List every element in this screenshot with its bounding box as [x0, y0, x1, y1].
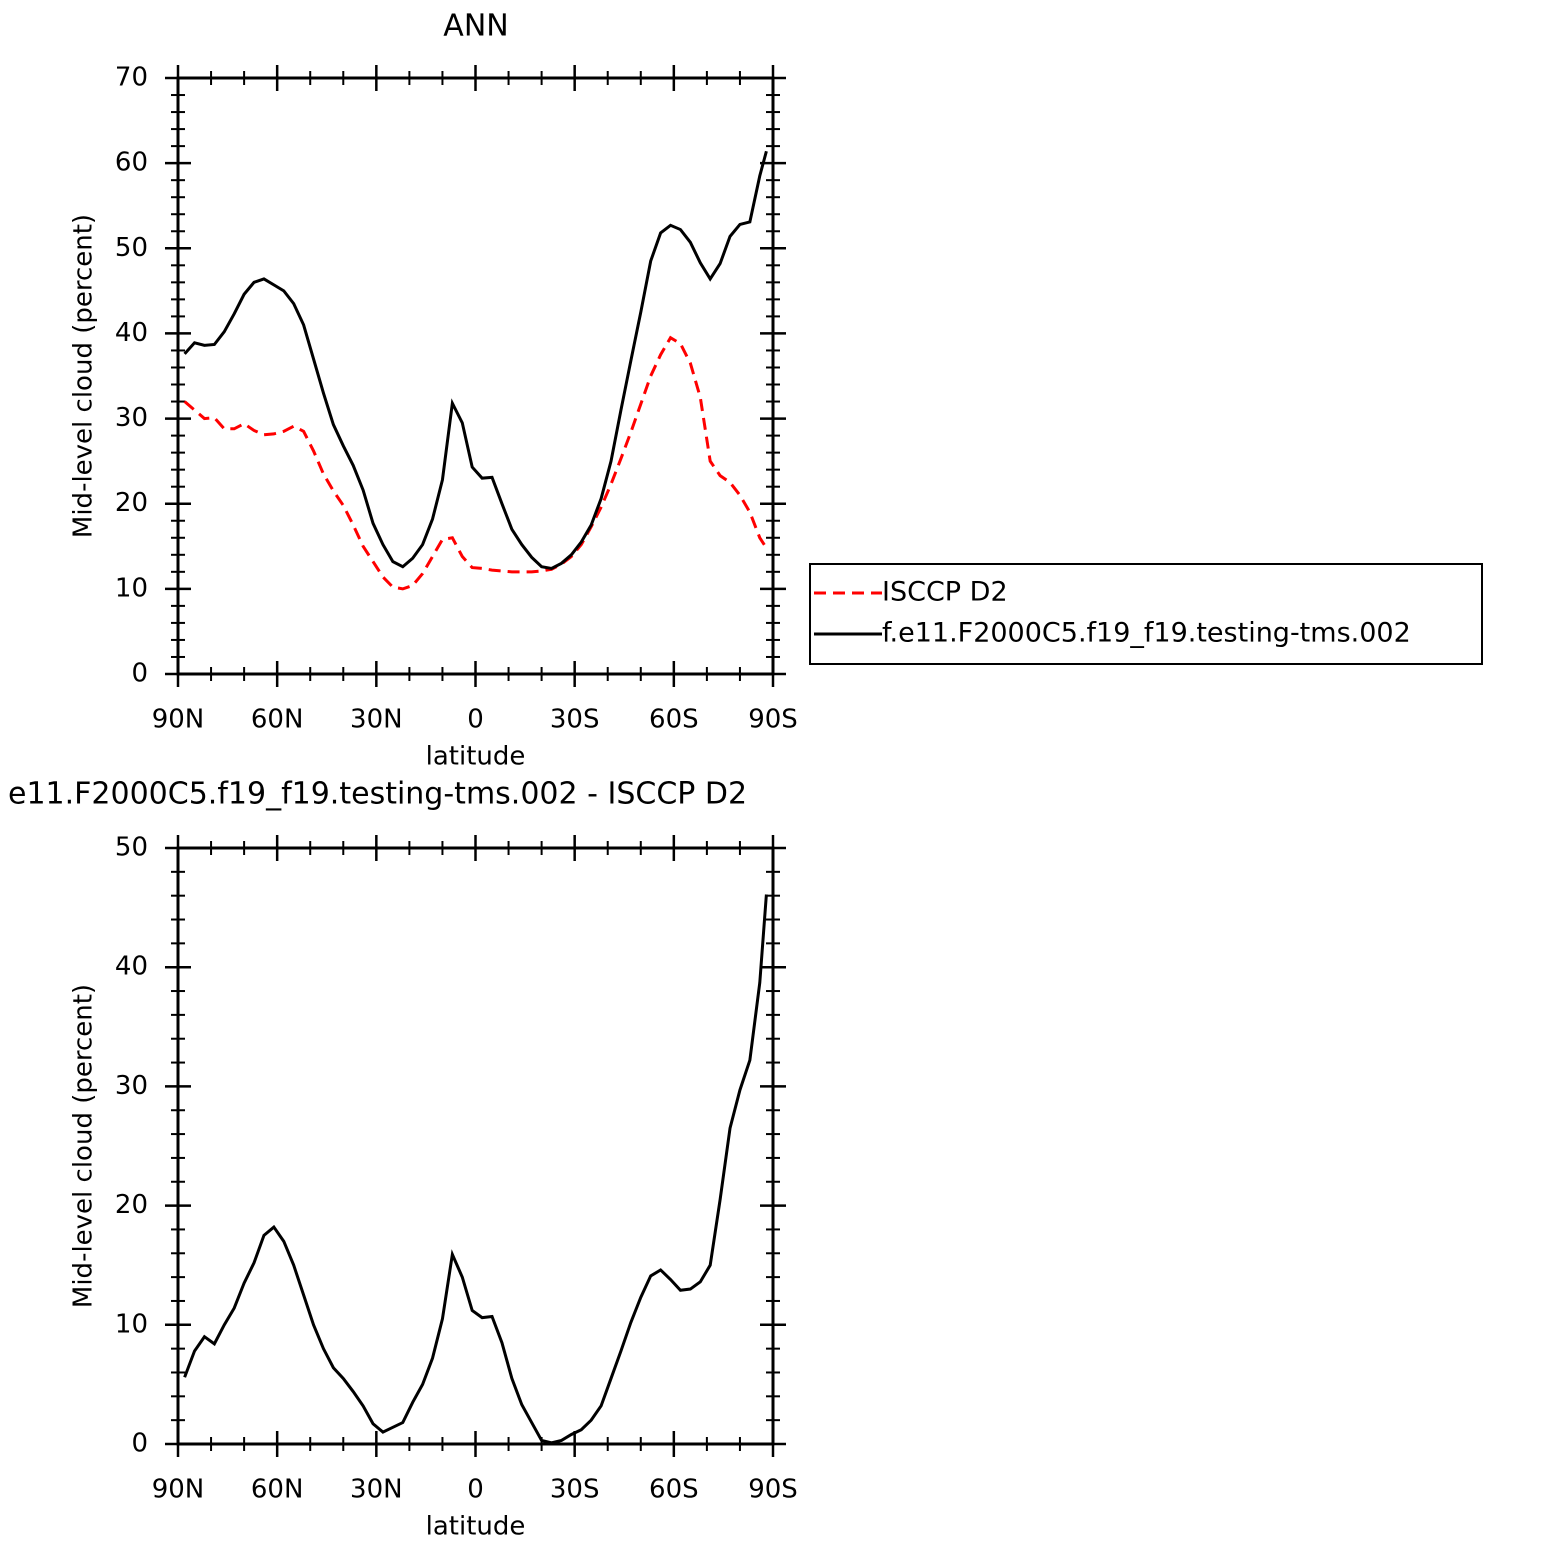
series-line: [183, 150, 768, 570]
x-tick-label: 60N: [251, 1475, 304, 1505]
y-tick-label: 50: [115, 833, 148, 863]
x-tick-label: 30N: [350, 705, 403, 735]
x-tick-label: 90S: [748, 1475, 798, 1505]
y-tick-label: 20: [115, 1190, 148, 1220]
series-line: [183, 894, 768, 1445]
x-tick-label: 0: [467, 1475, 484, 1505]
x-tick-label: 60S: [649, 705, 699, 735]
y-tick-label: 60: [115, 148, 148, 178]
x-tick-label: 60S: [649, 1475, 699, 1505]
y-axis-label: Mid-level cloud (percent): [69, 214, 99, 538]
y-tick-label: 40: [115, 318, 148, 348]
x-axis-label: latitude: [426, 1512, 526, 1542]
legend-label: ISCCP D2: [882, 577, 1008, 608]
y-tick-label: 30: [115, 1071, 148, 1101]
y-tick-label: 30: [115, 403, 148, 433]
x-tick-label: 0: [467, 705, 484, 735]
y-tick-label: 10: [115, 573, 148, 603]
y-tick-label: 20: [115, 488, 148, 518]
x-tick-label: 30S: [550, 1475, 600, 1505]
y-tick-label: 40: [115, 952, 148, 982]
legend-label: f.e11.F2000C5.f19_f19.testing-tms.002: [882, 618, 1411, 649]
y-tick-label: 50: [115, 233, 148, 263]
plot-frame: [176, 846, 775, 1446]
x-tick-label: 90N: [152, 705, 205, 735]
plot-frame: [176, 76, 775, 676]
chart-title: ANN: [443, 9, 508, 44]
chart-title: e11.F2000C5.f19_f19.testing-tms.002 - IS…: [8, 777, 747, 812]
x-tick-label: 90N: [152, 1475, 205, 1505]
x-tick-label: 90S: [748, 705, 798, 735]
x-axis-label: latitude: [426, 742, 526, 772]
y-tick-label: 70: [115, 63, 148, 93]
y-tick-label: 10: [115, 1309, 148, 1339]
y-axis-label: Mid-level cloud (percent): [69, 984, 99, 1308]
y-tick-label: 0: [131, 659, 148, 689]
x-tick-label: 60N: [251, 705, 304, 735]
legend-box: [809, 563, 1483, 665]
y-tick-label: 0: [131, 1429, 148, 1459]
series-line: [183, 335, 768, 591]
x-tick-label: 30N: [350, 1475, 403, 1505]
x-tick-label: 30S: [550, 705, 600, 735]
